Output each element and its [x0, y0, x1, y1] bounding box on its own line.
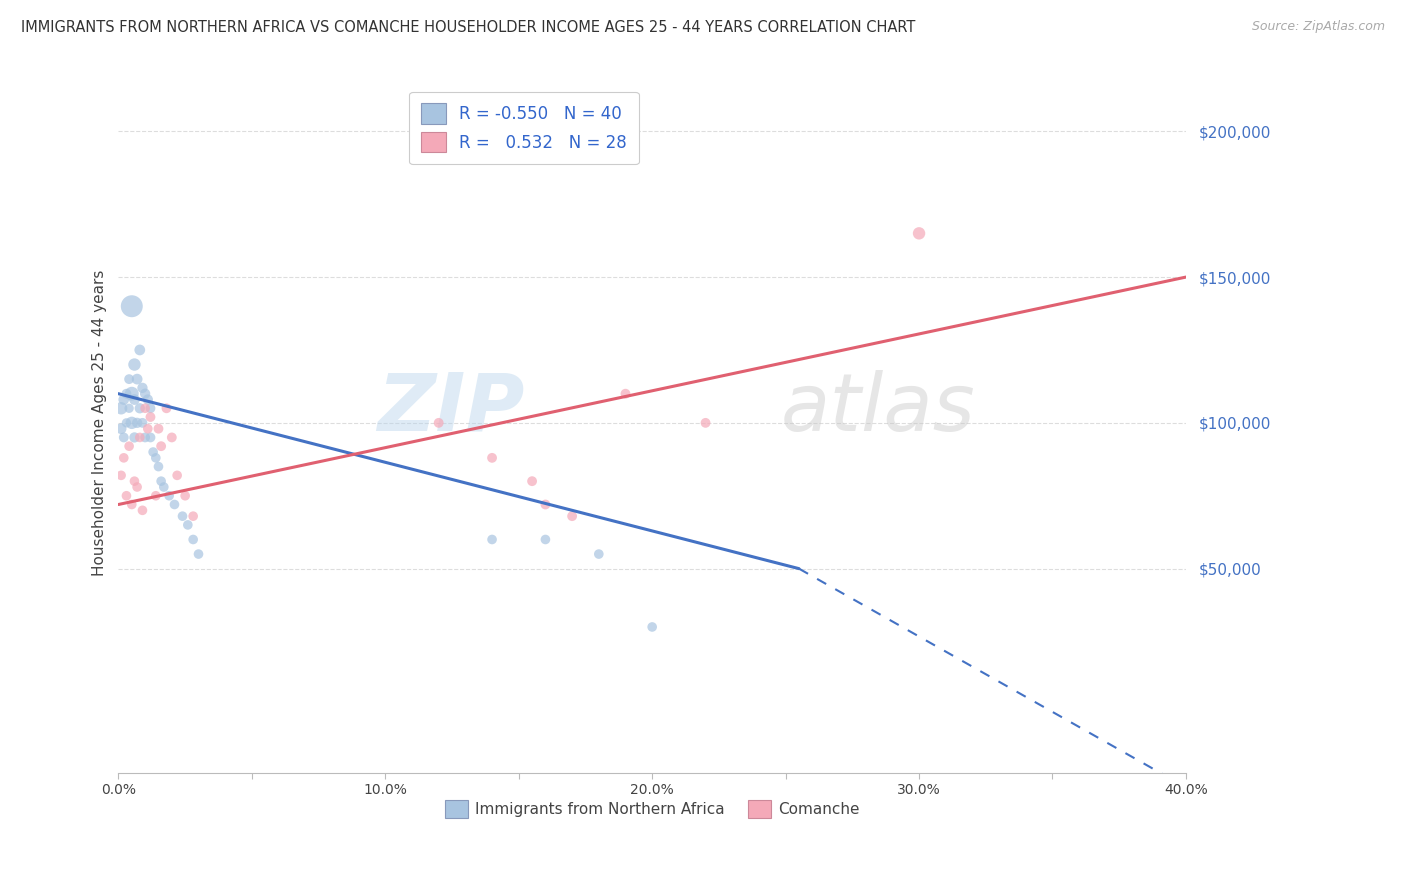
Point [187, 547, 209, 561]
Point [124, 430, 146, 444]
Point [534, 498, 557, 512]
Point [561, 509, 583, 524]
Point [118, 401, 141, 416]
Point [177, 517, 200, 532]
Point [112, 430, 135, 444]
Point [118, 439, 141, 453]
Point [148, 422, 170, 436]
Point [110, 401, 132, 416]
Point [908, 227, 931, 241]
Point [181, 533, 204, 547]
Point [110, 422, 132, 436]
Point [150, 439, 173, 453]
Point [127, 372, 149, 386]
Point [131, 503, 153, 517]
Point [124, 358, 146, 372]
Point [131, 381, 153, 395]
Point [121, 299, 143, 313]
Point [128, 430, 150, 444]
Point [148, 459, 170, 474]
Point [112, 450, 135, 465]
Point [153, 480, 176, 494]
Point [121, 386, 143, 401]
Text: Source: ZipAtlas.com: Source: ZipAtlas.com [1251, 20, 1385, 33]
Point [121, 416, 143, 430]
Point [139, 410, 162, 425]
Point [150, 474, 173, 488]
Point [115, 489, 138, 503]
Point [695, 416, 717, 430]
Point [115, 416, 138, 430]
Point [139, 430, 162, 444]
Point [145, 450, 167, 465]
Point [481, 450, 503, 465]
Point [127, 416, 149, 430]
Point [134, 386, 156, 401]
Legend: Immigrants from Northern Africa, Comanche: Immigrants from Northern Africa, Comanch… [439, 794, 866, 824]
Point [121, 498, 143, 512]
Point [172, 509, 194, 524]
Point [110, 468, 132, 483]
Point [128, 343, 150, 357]
Point [136, 392, 159, 407]
Y-axis label: Householder Income Ages 25 - 44 years: Householder Income Ages 25 - 44 years [93, 269, 107, 576]
Point [112, 392, 135, 407]
Point [166, 468, 188, 483]
Point [534, 533, 557, 547]
Point [127, 480, 149, 494]
Point [139, 401, 162, 416]
Point [520, 474, 543, 488]
Point [115, 386, 138, 401]
Point [142, 445, 165, 459]
Point [145, 489, 167, 503]
Point [174, 489, 197, 503]
Point [136, 422, 159, 436]
Point [134, 401, 156, 416]
Point [134, 430, 156, 444]
Point [157, 489, 180, 503]
Point [131, 416, 153, 430]
Point [427, 416, 450, 430]
Point [128, 401, 150, 416]
Point [155, 401, 177, 416]
Text: atlas: atlas [780, 370, 974, 448]
Point [160, 430, 183, 444]
Point [124, 474, 146, 488]
Point [614, 386, 637, 401]
Point [588, 547, 610, 561]
Point [118, 372, 141, 386]
Point [641, 620, 664, 634]
Text: IMMIGRANTS FROM NORTHERN AFRICA VS COMANCHE HOUSEHOLDER INCOME AGES 25 - 44 YEAR: IMMIGRANTS FROM NORTHERN AFRICA VS COMAN… [21, 20, 915, 35]
Text: ZIP: ZIP [377, 370, 524, 448]
Point [124, 392, 146, 407]
Point [481, 533, 503, 547]
Point [163, 498, 186, 512]
Point [181, 509, 204, 524]
